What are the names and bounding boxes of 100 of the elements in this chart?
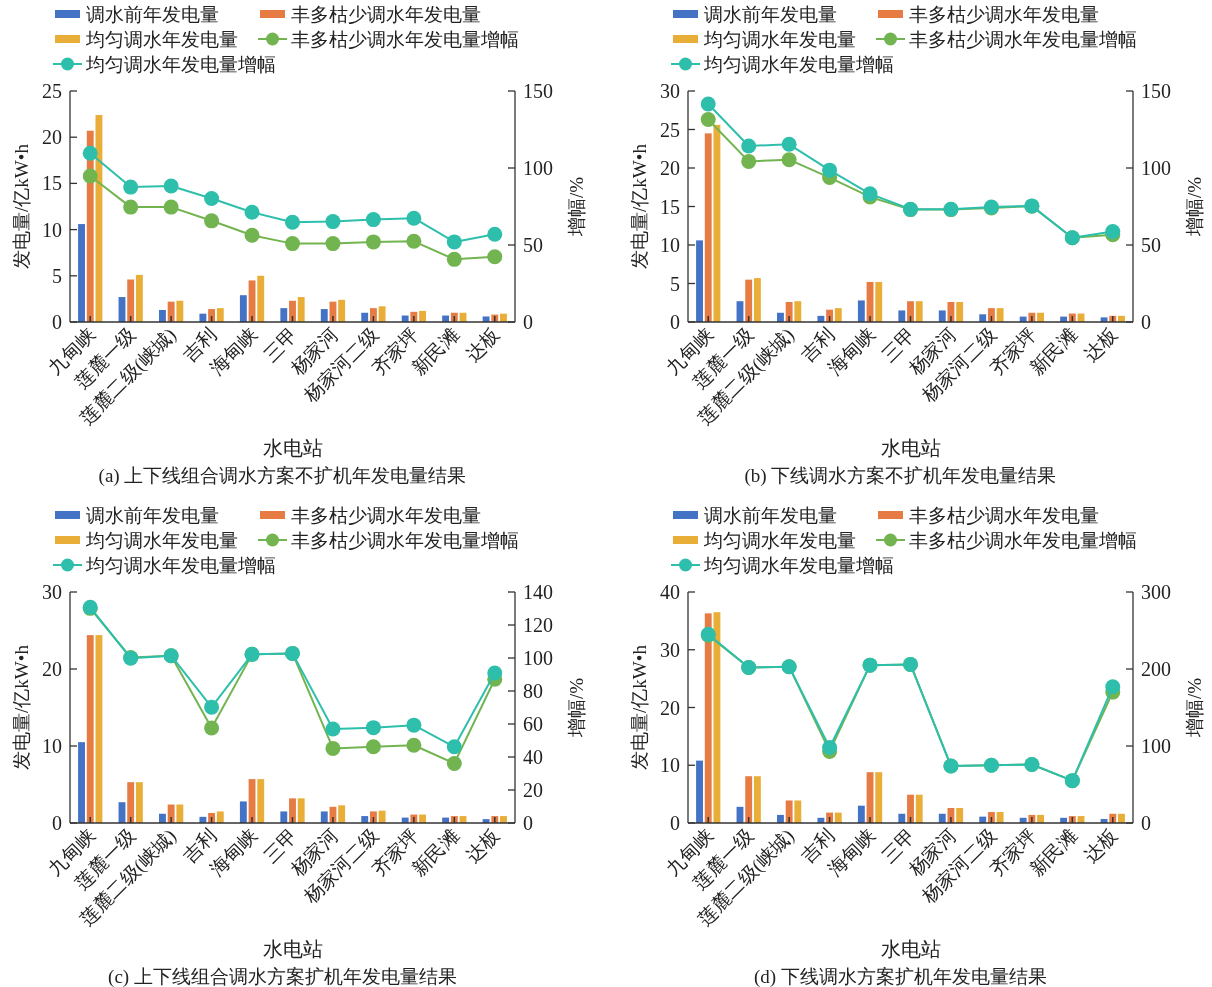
bar <box>713 124 721 322</box>
bar <box>289 300 296 322</box>
bar <box>898 310 906 322</box>
point <box>244 204 260 220</box>
bar <box>135 782 143 823</box>
y-axis-title: 发电量/亿kW•h <box>629 143 650 269</box>
bar <box>378 810 386 823</box>
point <box>781 136 797 152</box>
x-tick-label: 达板 <box>1079 323 1122 366</box>
point <box>1105 679 1121 695</box>
bar <box>86 635 94 823</box>
bar <box>280 308 288 322</box>
bar <box>135 274 143 322</box>
bar <box>176 300 184 322</box>
point <box>446 755 462 771</box>
text: (d) 下线调水方案扩机年发电量结果 <box>754 966 1047 987</box>
bar <box>907 794 914 823</box>
bar <box>320 811 328 823</box>
point <box>700 96 716 112</box>
point <box>446 251 462 267</box>
bar <box>704 613 712 823</box>
bar <box>95 115 103 322</box>
bar <box>257 275 265 322</box>
bar <box>419 310 426 322</box>
y2-tick-label: 60 <box>523 713 543 735</box>
bar <box>996 812 1004 823</box>
bar <box>216 308 224 322</box>
y-axis-title: 发电量/亿kW•h <box>629 644 650 770</box>
y2-tick-label: 100 <box>1141 735 1171 757</box>
y-tick-label: 20 <box>42 126 62 149</box>
bar <box>979 314 987 322</box>
bar <box>834 308 842 322</box>
point <box>487 249 503 265</box>
point <box>285 236 300 252</box>
y2-tick-label: 0 <box>523 311 533 333</box>
y2-tick-label: 140 <box>523 581 553 603</box>
x-axis-title: 水电站 <box>880 437 941 459</box>
y-tick-label: 30 <box>660 638 680 661</box>
point <box>325 214 341 230</box>
y2-tick-label: 80 <box>523 680 543 702</box>
legend-label: 均匀调水年发电量增幅 <box>703 54 894 75</box>
point <box>822 162 838 178</box>
point <box>365 739 381 755</box>
bar <box>127 279 135 322</box>
y2-tick-label: 0 <box>1141 311 1151 333</box>
point <box>406 717 422 733</box>
bar <box>857 300 865 322</box>
y2-tick-label: 150 <box>1141 80 1171 102</box>
y2-tick-label: 150 <box>523 80 553 102</box>
point <box>325 236 341 252</box>
bar <box>176 804 184 823</box>
y2-tick-label: 50 <box>523 234 543 256</box>
legend-label: 丰多枯少调水年发电量增幅 <box>909 29 1137 50</box>
point <box>163 178 179 194</box>
point <box>325 721 341 737</box>
y-tick-label: 10 <box>42 218 62 241</box>
legend-label: 调水前年发电量 <box>86 505 219 526</box>
point <box>406 737 422 753</box>
y2-tick-label: 100 <box>523 157 553 179</box>
legend-label: 均匀调水年发电量 <box>703 29 856 50</box>
y-tick-label: 5 <box>670 272 680 295</box>
y-tick-label: 10 <box>42 735 62 757</box>
legend-label: 丰多枯少调水年发电量 <box>291 505 481 526</box>
legend-label: 均匀调水年发电量增幅 <box>703 555 894 576</box>
y2-tick-label: 300 <box>1141 581 1171 603</box>
bar <box>704 133 712 322</box>
y-tick-label: 0 <box>670 812 680 834</box>
bar <box>696 240 703 322</box>
y-tick-label: 20 <box>660 157 680 179</box>
legend-label: 均匀调水年发电量 <box>85 29 238 50</box>
y-tick-label: 10 <box>660 234 680 256</box>
bar <box>338 299 346 322</box>
point <box>700 111 716 127</box>
bar <box>996 308 1004 322</box>
point <box>123 199 139 215</box>
bar <box>794 800 802 823</box>
legend-label: 丰多枯少调水年发电量增幅 <box>291 530 519 551</box>
bar <box>280 811 288 823</box>
bar <box>875 772 883 823</box>
bar <box>753 776 761 823</box>
point <box>487 226 503 242</box>
bar <box>159 309 166 322</box>
point <box>365 720 381 736</box>
text: (a) 上下线组合调水方案不扩机年发电量结果 <box>98 465 467 487</box>
x-axis-title: 水电站 <box>262 437 323 459</box>
point <box>365 212 381 228</box>
y-tick-label: 15 <box>42 172 62 195</box>
bar <box>78 742 85 823</box>
legend-label: 均匀调水年发电量 <box>703 530 856 551</box>
bar <box>745 776 753 823</box>
point <box>163 199 179 215</box>
point <box>204 720 220 736</box>
bar <box>753 278 761 322</box>
point <box>325 740 341 756</box>
legend-label: 丰多枯少调水年发电量增幅 <box>909 530 1137 551</box>
y-tick-label: 20 <box>42 658 62 680</box>
bar <box>857 805 865 823</box>
point <box>82 168 98 184</box>
bar <box>378 306 386 322</box>
point <box>82 145 98 161</box>
